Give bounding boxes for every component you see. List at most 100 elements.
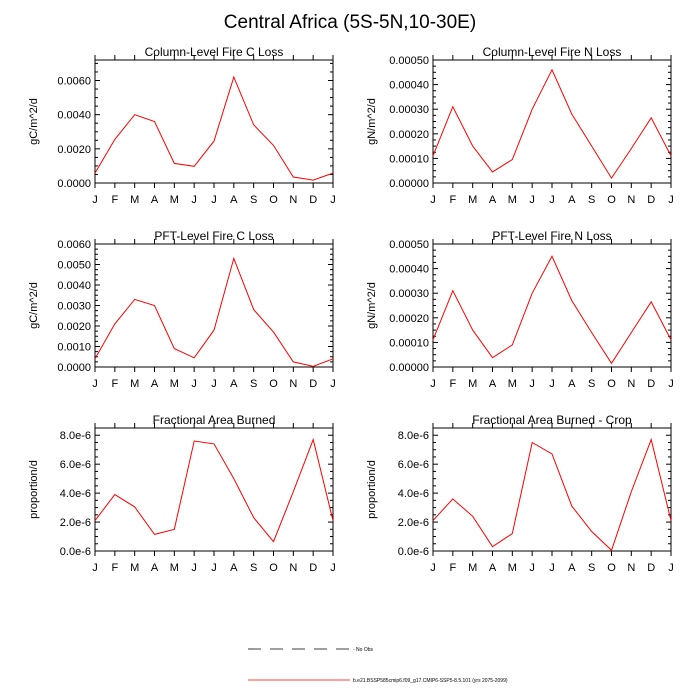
y-tick-label: 8.0e-6 — [60, 430, 91, 442]
y-tick-label: 0.0020 — [57, 144, 91, 156]
x-tick-label: A — [568, 194, 576, 206]
legend: - No Obs b.e21.BSSP585cmip6.f09_g17.CMIP6… — [248, 647, 508, 684]
x-tick-label: A — [151, 194, 159, 206]
x-tick-label: J — [549, 378, 555, 390]
y-tick-label: 0.0060 — [57, 239, 91, 251]
x-tick-label: O — [607, 378, 616, 390]
x-tick-label: J — [529, 194, 535, 206]
panel-title: PFT-Level Fire C Loss — [154, 229, 273, 243]
y-tick-label: 0.00020 — [389, 313, 429, 325]
x-tick-label: D — [309, 378, 317, 390]
y-tick-label: 0.00000 — [389, 178, 429, 190]
y-tick-label: 0.00030 — [389, 288, 429, 300]
x-tick-label: O — [607, 194, 616, 206]
chart-panel-5: Fractional Area Burned proportion/d 0.0e-6… — [28, 413, 336, 574]
x-tick-label: M — [508, 194, 517, 206]
x-tick-label: F — [111, 194, 118, 206]
y-axis-label: gC/m^2/d — [28, 98, 40, 145]
figure-title: Central Africa (5S-5N,10-30E) — [223, 12, 477, 33]
chart-panel-1: Column-Level Fire C Loss gC/m^2/d 0.0000 0.… — [28, 45, 336, 206]
y-axis-label: proportion/d — [28, 460, 40, 519]
x-tick-label: J — [191, 378, 197, 390]
x-tick-label: J — [430, 562, 436, 574]
x-tick-label: N — [289, 378, 297, 390]
series-line — [94, 256, 334, 367]
x-tick-label: A — [230, 194, 238, 206]
y-axis-label: gC/m^2/d — [28, 282, 40, 329]
y-tick-label: 0.0060 — [57, 76, 91, 88]
y-tick-label: 0.00040 — [389, 80, 429, 92]
legend-label: b.e21.BSSP585cmip6.f09_g17.CMIP6-SSP5-8.… — [353, 678, 508, 684]
x-tick-label: S — [588, 378, 595, 390]
x-tick-label: S — [250, 378, 257, 390]
x-tick-label: F — [449, 194, 456, 206]
y-tick-label: 8.0e-6 — [398, 430, 429, 442]
x-tick-label: M — [468, 194, 477, 206]
x-tick-label: N — [627, 194, 635, 206]
y-tick-label: 0.0010 — [57, 342, 91, 354]
y-tick-label: 0.0000 — [57, 178, 91, 190]
plot-frame — [94, 427, 334, 552]
y-tick-label: 4.0e-6 — [398, 488, 429, 500]
x-tick-label: D — [647, 562, 655, 574]
plot-frame — [432, 427, 672, 552]
chart-panel-2: Column-Level Fire N Loss gN/m^2/d 0.00000 0… — [366, 45, 674, 206]
x-tick-label: O — [269, 378, 278, 390]
y-tick-label: 0.00010 — [389, 337, 429, 349]
y-tick-label: 2.0e-6 — [398, 517, 429, 529]
x-tick-label: J — [92, 378, 98, 390]
x-tick-label: D — [647, 194, 655, 206]
x-tick-label: M — [468, 562, 477, 574]
x-tick-label: J — [191, 194, 197, 206]
x-tick-label: M — [170, 378, 179, 390]
x-tick-label: M — [130, 378, 139, 390]
x-tick-label: J — [92, 562, 98, 574]
x-tick-label: M — [170, 194, 179, 206]
y-axis-label: proportion/d — [366, 460, 378, 519]
y-tick-label: 0.00050 — [389, 55, 429, 67]
x-tick-label: M — [170, 562, 179, 574]
x-tick-label: A — [489, 194, 497, 206]
x-tick-label: J — [549, 194, 555, 206]
y-tick-label: 0.00030 — [389, 104, 429, 116]
x-tick-label: O — [607, 562, 616, 574]
x-tick-label: D — [309, 562, 317, 574]
panel-title: Fractional Area Burned — [153, 413, 276, 427]
x-tick-label: J — [211, 562, 217, 574]
series-line — [432, 437, 672, 552]
x-tick-label: F — [449, 562, 456, 574]
x-tick-label: M — [130, 562, 139, 574]
y-tick-label: 0.0050 — [57, 260, 91, 272]
x-tick-label: F — [111, 378, 118, 390]
x-tick-label: M — [130, 194, 139, 206]
panel-title: Column-Level Fire N Loss — [483, 45, 622, 59]
x-tick-label: M — [508, 562, 517, 574]
y-axis-label: gN/m^2/d — [366, 282, 378, 329]
y-tick-label: 6.0e-6 — [398, 459, 429, 471]
x-tick-label: J — [529, 562, 535, 574]
x-tick-label: O — [269, 562, 278, 574]
x-tick-label: M — [508, 378, 517, 390]
x-tick-label: S — [588, 562, 595, 574]
y-tick-label: 0.00010 — [389, 153, 429, 165]
x-tick-label: A — [489, 562, 497, 574]
series-line — [94, 437, 334, 543]
y-tick-label: 0.00000 — [389, 362, 429, 374]
series-line — [94, 75, 334, 181]
legend-label: - No Obs — [353, 647, 374, 653]
x-tick-label: A — [568, 562, 576, 574]
x-tick-label: N — [289, 562, 297, 574]
x-tick-label: J — [668, 194, 674, 206]
chart-panel-3: PFT-Level Fire C Loss gC/m^2/d 0.0000 0.001… — [28, 229, 336, 390]
x-tick-label: S — [250, 562, 257, 574]
chart-panel-6: Fractional Area Burned - Cropproportion/… — [366, 413, 674, 574]
x-tick-label: A — [489, 378, 497, 390]
y-tick-label: 0.0e-6 — [60, 546, 91, 558]
x-tick-label: J — [330, 194, 336, 206]
plot-frame — [94, 243, 334, 368]
x-tick-label: S — [588, 194, 595, 206]
x-tick-label: O — [269, 194, 278, 206]
plot-frame — [432, 243, 672, 368]
x-tick-label: J — [549, 562, 555, 574]
series-line — [432, 255, 672, 365]
